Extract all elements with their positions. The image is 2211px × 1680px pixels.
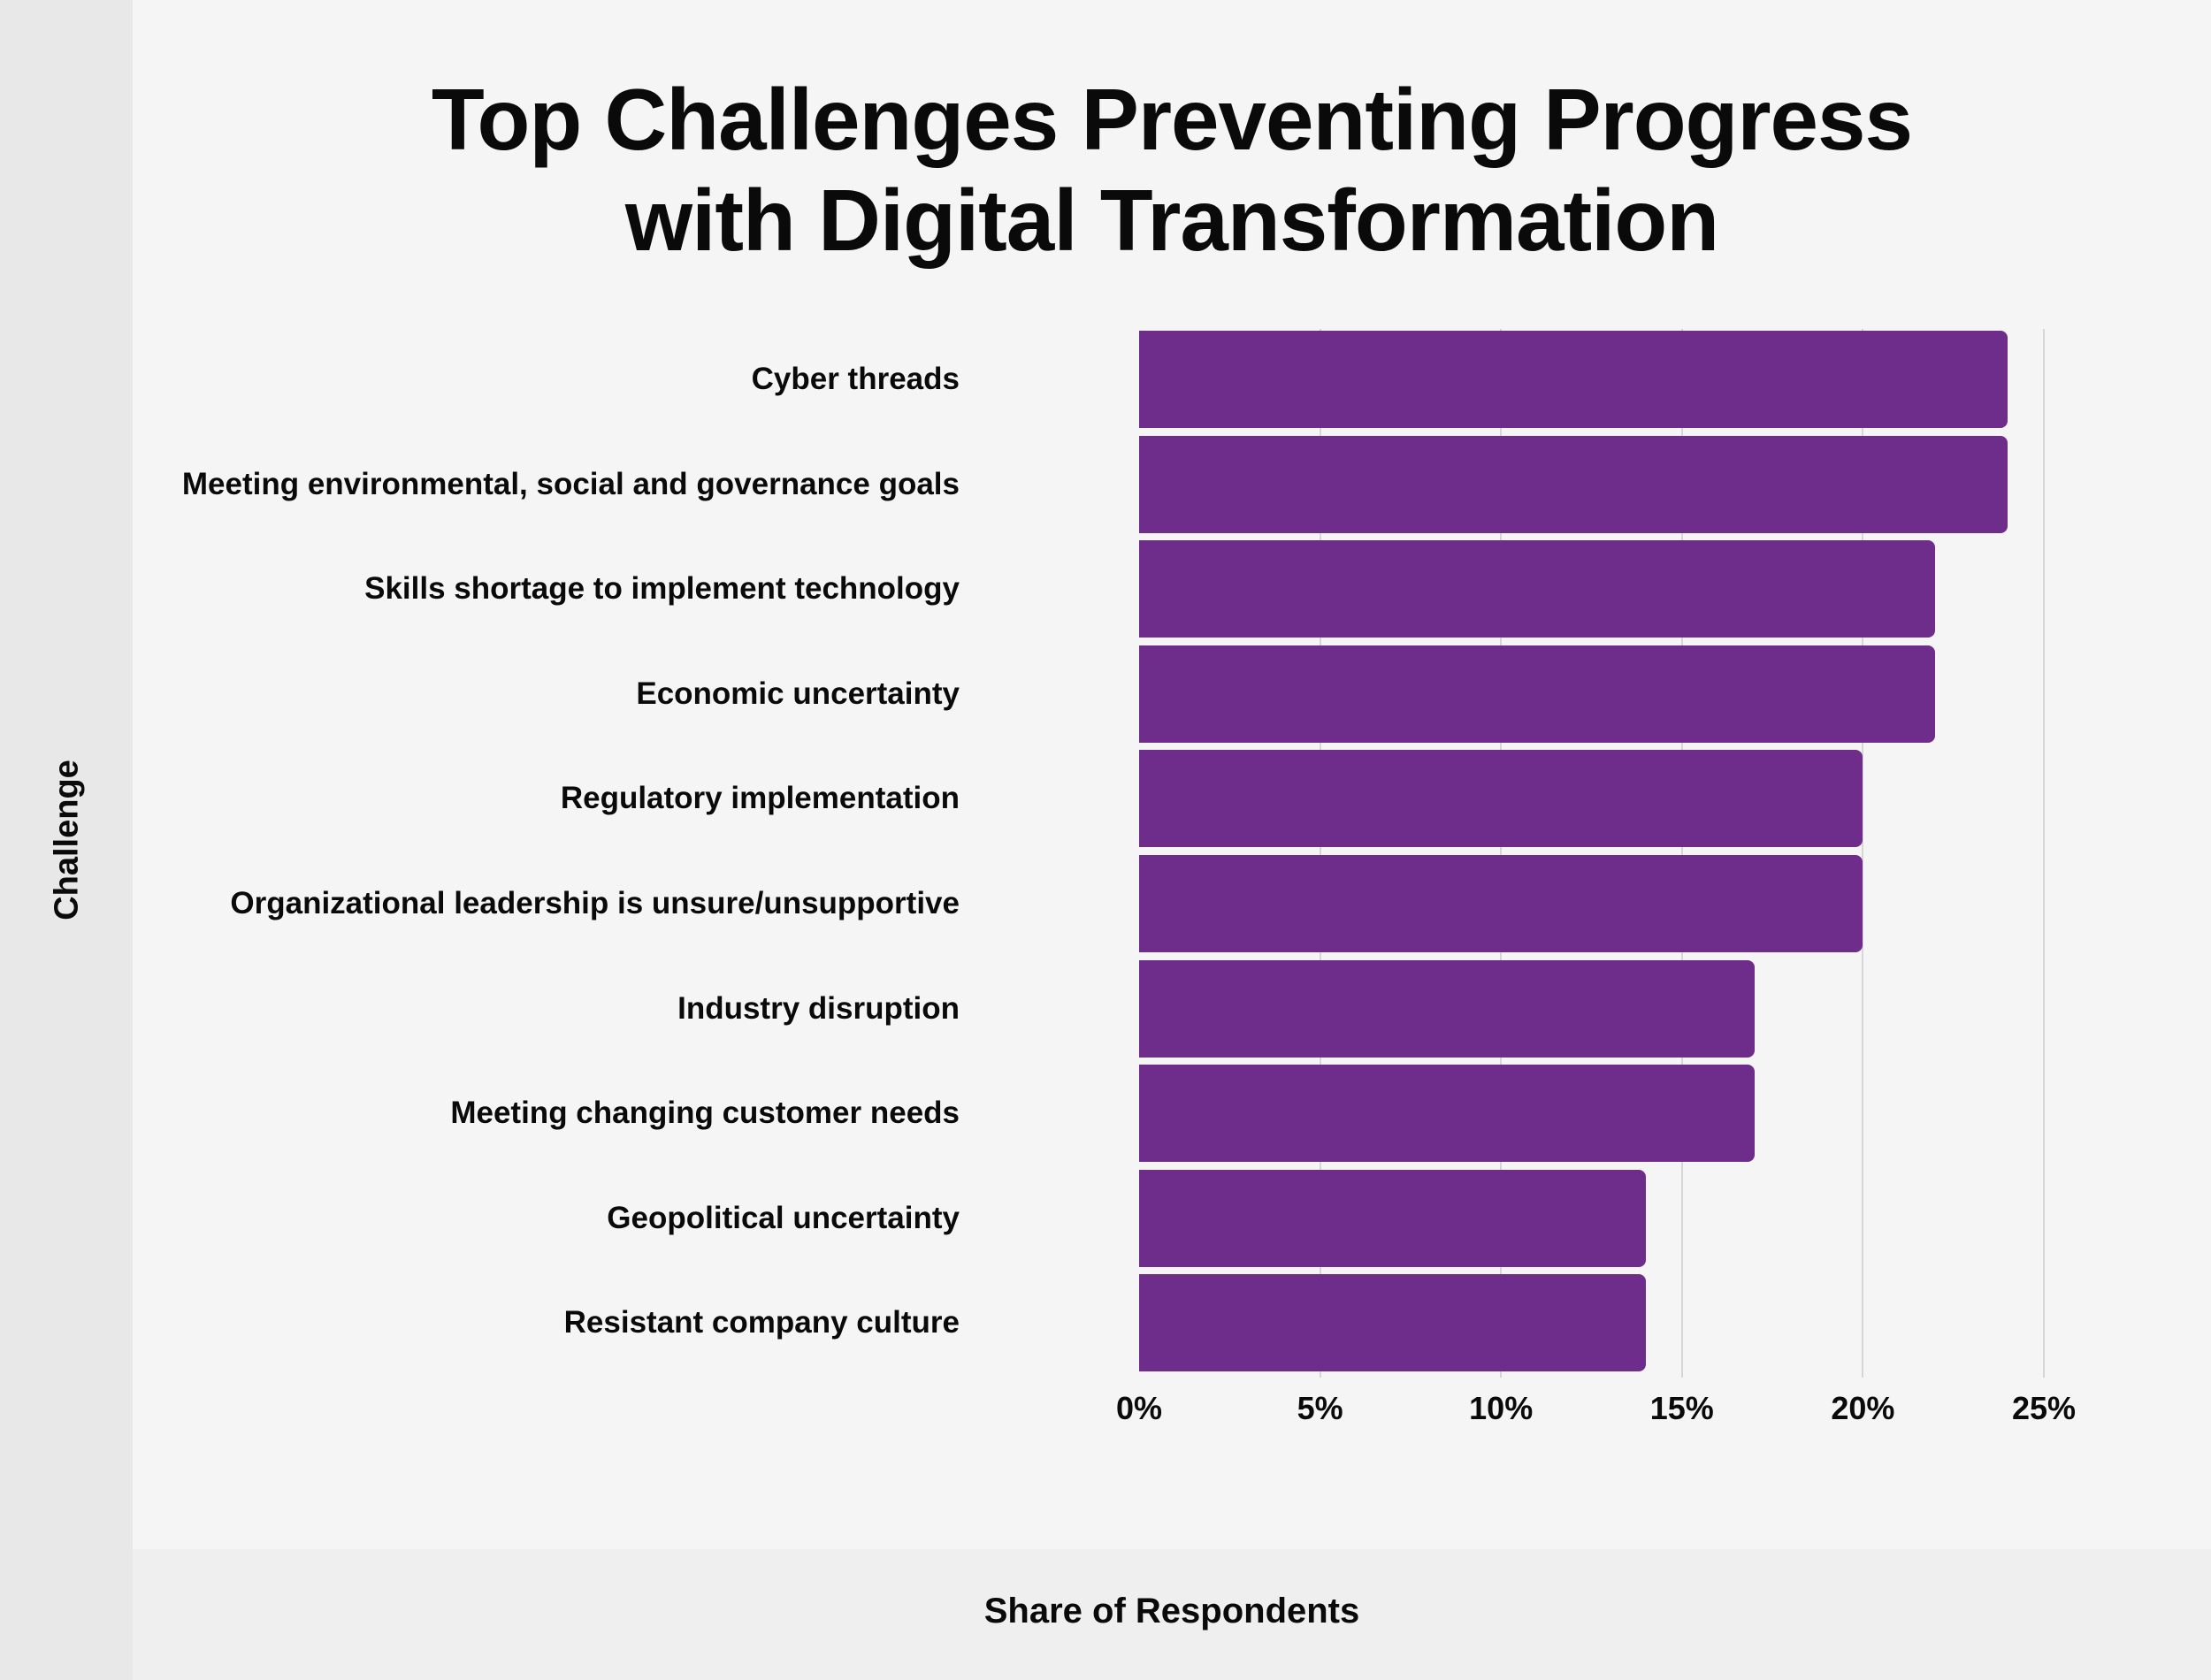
bar-row: Organizational leadership is unsure/unsu… xyxy=(230,855,2044,952)
bar-row: Cyber threads xyxy=(752,331,2044,428)
category-label: Cyber threads xyxy=(751,362,960,396)
category-label: Geopolitical uncertainty xyxy=(607,1200,960,1235)
bottom-band xyxy=(133,1549,2211,1680)
x-tick-label: 0% xyxy=(1115,1390,1163,1426)
left-strip xyxy=(0,0,133,1680)
x-tick-label: 5% xyxy=(1297,1390,1343,1426)
chart-title: Top Challenges Preventing Progress with … xyxy=(133,69,2211,271)
gridline xyxy=(1500,329,1503,1378)
category-label: Regulatory implementation xyxy=(560,781,960,816)
x-tick-label: 10% xyxy=(1469,1390,1534,1426)
bar-row: Regulatory implementation xyxy=(561,750,2044,848)
bar-row: Resistant company culture xyxy=(564,1274,2044,1372)
x-axis-label: Share of Respondents xyxy=(983,1592,1360,1630)
bar-row: Economic uncertainty xyxy=(636,645,2044,743)
bar-row: Industry disruption xyxy=(677,959,2044,1058)
gridline xyxy=(2043,329,2045,1378)
gridline xyxy=(1680,329,1683,1378)
bar xyxy=(1139,855,1863,952)
bar xyxy=(1139,1274,1646,1372)
gridline xyxy=(1862,329,1864,1378)
x-tick-label: 20% xyxy=(1831,1390,1895,1426)
x-tick-label: 25% xyxy=(2011,1390,2077,1426)
bar xyxy=(1139,645,1936,743)
title-line-2: with Digital Transformation xyxy=(624,172,1719,269)
category-label: Meeting changing customer needs xyxy=(450,1096,960,1131)
bar-row: Meeting environmental, social and govern… xyxy=(182,435,2044,533)
bar-row: Meeting changing customer needs xyxy=(450,1065,2044,1163)
bar xyxy=(1139,959,1755,1058)
category-label: Meeting environmental, social and govern… xyxy=(181,466,960,501)
category-label: Organizational leadership is unsure/unsu… xyxy=(230,886,960,920)
bar xyxy=(1139,750,1863,848)
bar xyxy=(1139,1169,1646,1267)
category-label: Skills shortage to implement technology xyxy=(364,571,960,607)
bar-row: Skills shortage to implement technology xyxy=(364,540,2044,638)
bar xyxy=(1139,331,2008,428)
title-line-1: Top Challenges Preventing Progress xyxy=(431,71,1913,168)
gridline xyxy=(1319,329,1321,1378)
plot-area: Cyber threads Meeting environmental, soci… xyxy=(182,329,2045,1378)
bar xyxy=(1139,435,2008,533)
category-label: Economic uncertainty xyxy=(636,676,960,711)
bar xyxy=(1139,540,1936,638)
x-tick-label: 15% xyxy=(1649,1390,1714,1426)
category-label: Resistant company culture xyxy=(563,1305,960,1340)
bar xyxy=(1139,1065,1755,1163)
category-label: Industry disruption xyxy=(677,990,960,1026)
bar-row: Geopolitical uncertainty xyxy=(607,1169,2044,1267)
